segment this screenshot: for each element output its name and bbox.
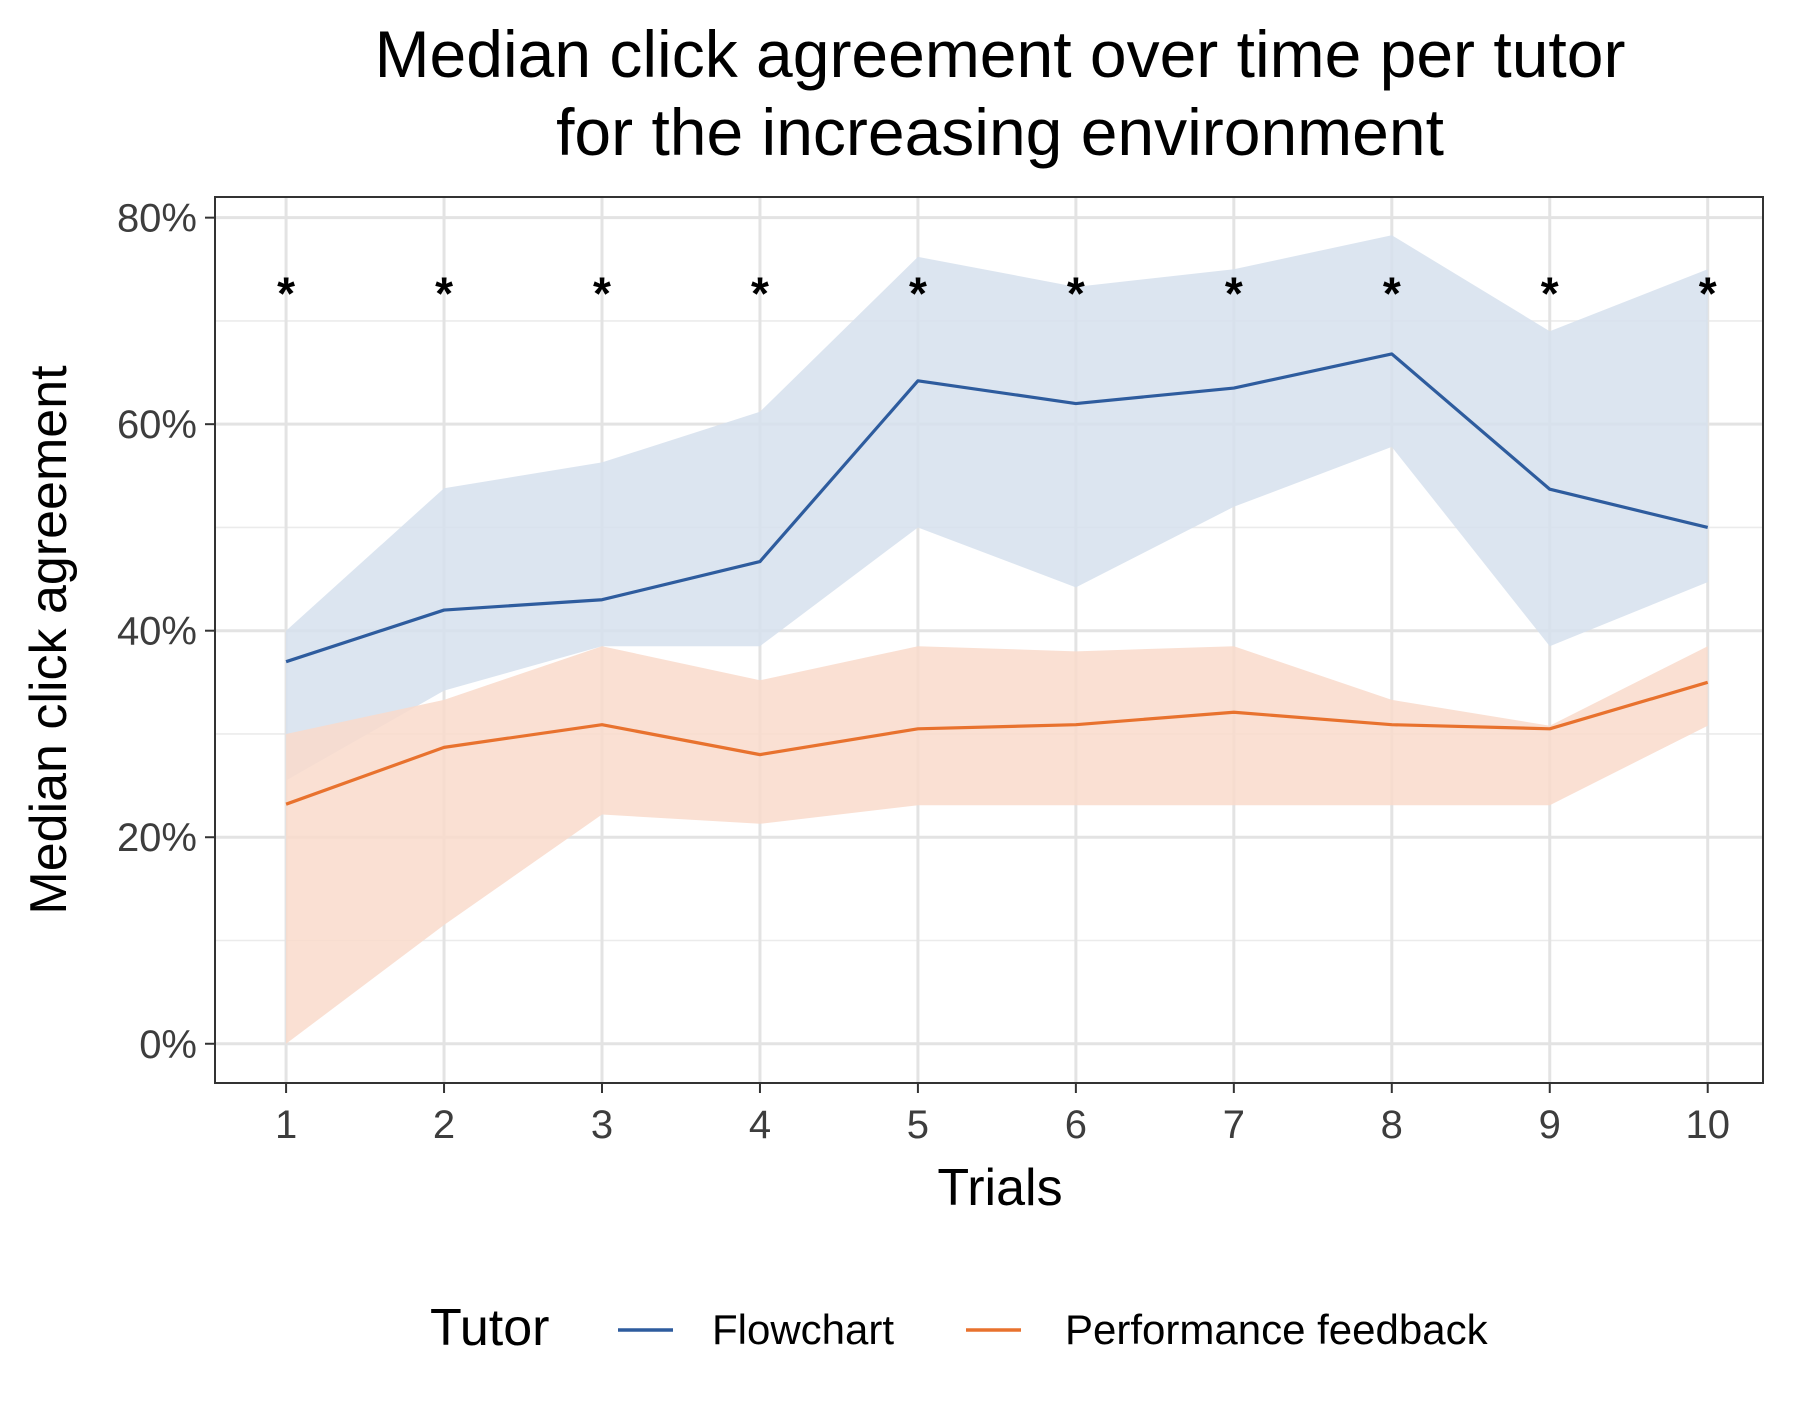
significance-marker: * — [1225, 268, 1243, 320]
x-tick-label: 3 — [591, 1103, 613, 1147]
y-tick-label: 0% — [139, 1023, 197, 1067]
significance-marker: * — [1067, 268, 1085, 320]
x-tick-label: 7 — [1223, 1103, 1245, 1147]
significance-marker: * — [909, 268, 927, 320]
legend-label-0: Flowchart — [712, 1306, 894, 1353]
legend-title: Tutor — [430, 1299, 549, 1357]
x-tick-label: 10 — [1685, 1103, 1730, 1147]
significance-marker: * — [1541, 268, 1559, 320]
y-tick-label: 20% — [117, 816, 197, 860]
x-tick-label: 2 — [433, 1103, 455, 1147]
y-tick-label: 80% — [117, 197, 197, 241]
significance-marker: * — [277, 268, 295, 320]
significance-marker: * — [1383, 268, 1401, 320]
y-axis-title: Median click agreement — [20, 365, 78, 915]
x-tick-label: 6 — [1065, 1103, 1087, 1147]
x-tick-label: 5 — [907, 1103, 929, 1147]
plot-area: * * * * * * * * * * 0% 20% 40% 60% 80% 1 2 3 4 5 6 7 8 9 10 — [117, 197, 1763, 1147]
y-tick-label: 60% — [117, 403, 197, 447]
x-axis-title: Trials — [937, 1159, 1062, 1217]
chart-title-line-2: for the increasing environment — [556, 95, 1444, 169]
y-tick-label: 40% — [117, 610, 197, 654]
significance-marker: * — [751, 268, 769, 320]
chart-title-line-1: Median click agreement over time per tut… — [375, 17, 1626, 91]
legend-label-1: Performance feedback — [1065, 1306, 1489, 1353]
x-tick-label: 9 — [1539, 1103, 1561, 1147]
significance-marker: * — [593, 268, 611, 320]
significance-marker: * — [435, 268, 453, 320]
x-tick-label: 1 — [275, 1103, 297, 1147]
significance-marker: * — [1699, 268, 1717, 320]
confidence-band-1 — [286, 646, 1708, 1044]
x-tick-label: 8 — [1381, 1103, 1403, 1147]
legend: Tutor Flowchart Performance feedback — [430, 1299, 1489, 1357]
x-tick-label: 4 — [749, 1103, 771, 1147]
